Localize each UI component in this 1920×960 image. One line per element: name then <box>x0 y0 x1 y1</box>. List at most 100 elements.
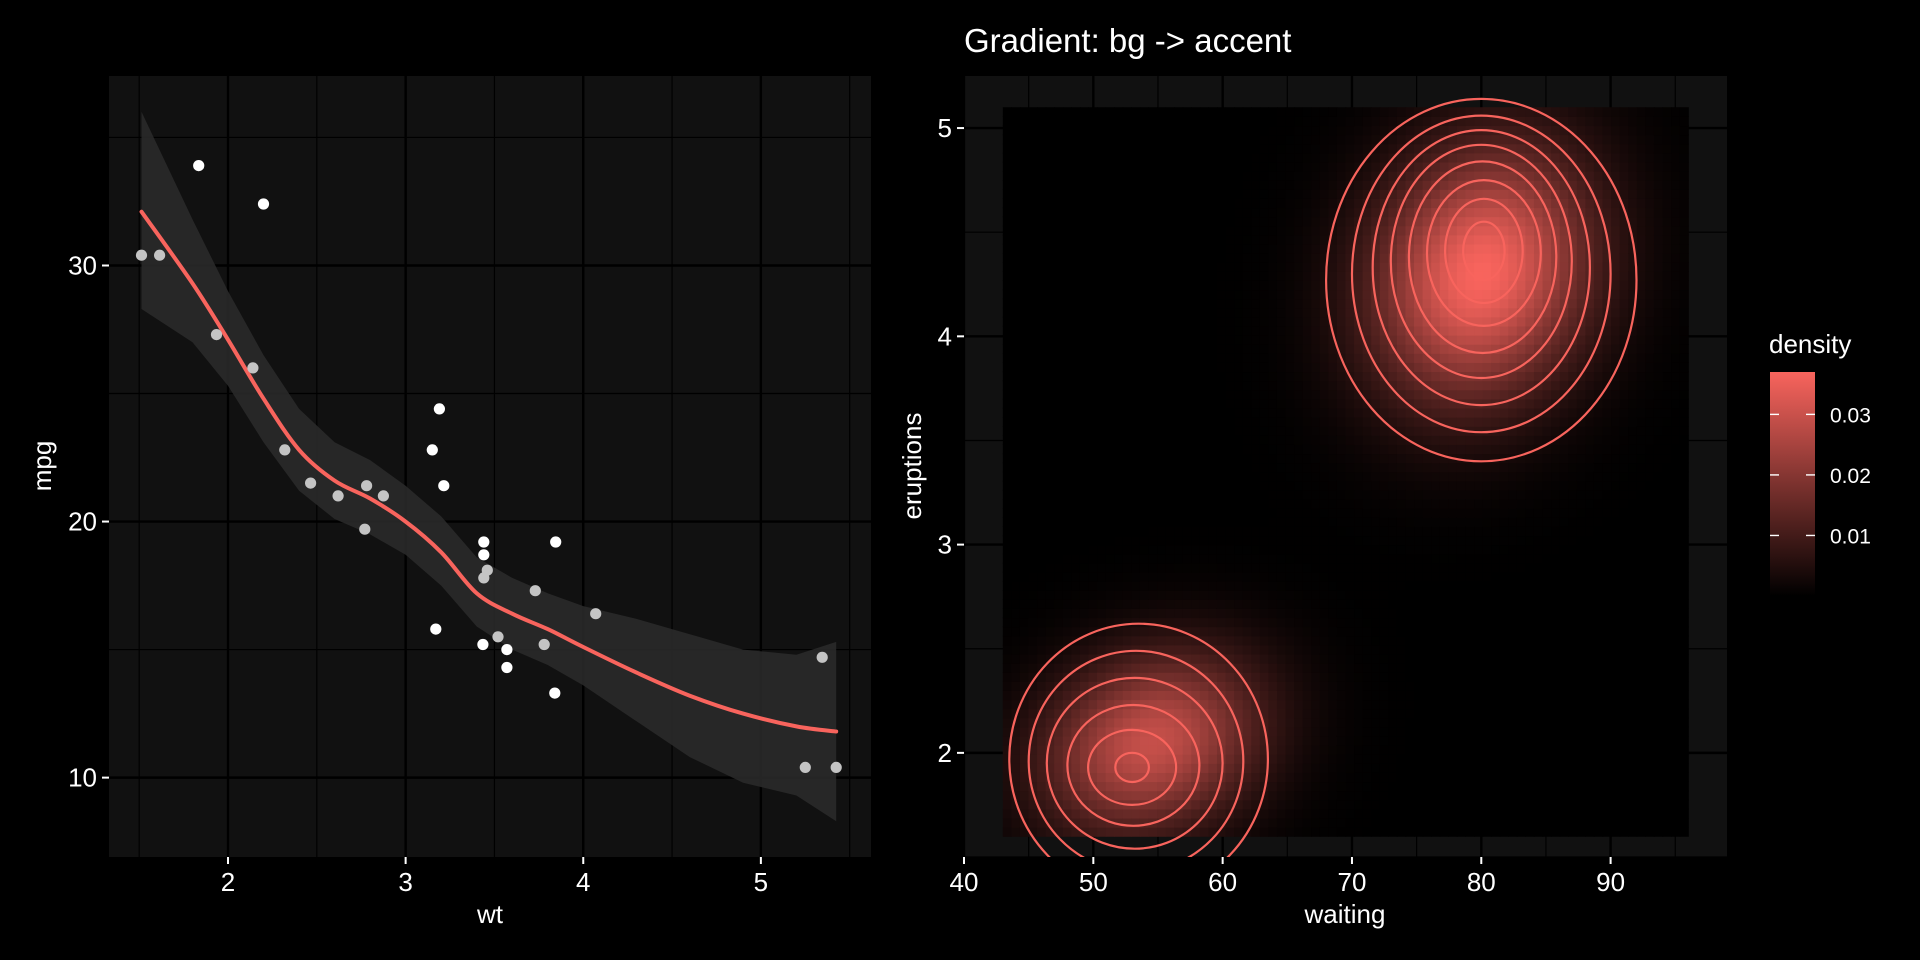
density-tile <box>1071 608 1081 619</box>
density-tile <box>1362 489 1372 500</box>
density-tile <box>1396 617 1407 628</box>
density-tile <box>1491 808 1501 819</box>
density-tile <box>1362 827 1372 837</box>
density-tile <box>1422 599 1432 609</box>
density-tile <box>1259 271 1269 281</box>
density-tile <box>1182 681 1192 691</box>
density-tile <box>1079 316 1090 327</box>
density-tile <box>1276 489 1287 500</box>
density-tile <box>1465 271 1475 281</box>
density-tile <box>1011 626 1021 637</box>
density-tile <box>1174 289 1184 300</box>
density-tile <box>1002 581 1012 591</box>
density-tile <box>1037 790 1047 801</box>
density-tile <box>1216 553 1227 564</box>
density-tile <box>1002 562 1012 573</box>
density-tile <box>1054 207 1064 218</box>
density-tile <box>1448 517 1458 527</box>
density-tile <box>1456 599 1467 609</box>
density-tile <box>1371 644 1381 655</box>
density-tile <box>1011 553 1021 564</box>
density-tile <box>1208 562 1218 573</box>
density-tile <box>1251 171 1261 181</box>
density-tile <box>1037 180 1047 190</box>
density-tile <box>1019 271 1030 281</box>
density-tile <box>1491 207 1501 218</box>
density-tile <box>1054 708 1064 719</box>
density-tile <box>1054 599 1064 609</box>
density-tile <box>1422 398 1432 409</box>
density-tile <box>1465 735 1475 746</box>
density-tile <box>1465 307 1475 318</box>
density-tile <box>1054 590 1064 600</box>
density-tile <box>1276 653 1287 664</box>
density-tile <box>1396 152 1407 163</box>
density-tile <box>1002 189 1012 199</box>
density-tile <box>1251 134 1261 145</box>
density-tile <box>1276 180 1287 190</box>
density-tile <box>1508 389 1518 400</box>
density-tile <box>1122 644 1132 655</box>
density-tile <box>1439 644 1449 655</box>
density-tile <box>1182 426 1192 436</box>
density-tile <box>1208 471 1218 482</box>
density-tile <box>1122 499 1132 509</box>
density-tile <box>1482 699 1492 710</box>
density-tile <box>1499 198 1509 209</box>
density-tile <box>1148 234 1158 245</box>
density-tile <box>1157 125 1167 136</box>
density-tile <box>1422 152 1432 163</box>
density-tile <box>1097 325 1107 336</box>
density-tile <box>1122 726 1132 737</box>
density-tile <box>1508 562 1518 573</box>
density-tile <box>1388 207 1398 218</box>
density-tile <box>1071 398 1081 409</box>
density-tile <box>1148 790 1158 801</box>
density-tile <box>1311 735 1321 746</box>
density-tile <box>1148 316 1158 327</box>
density-tile <box>1242 471 1252 482</box>
density-tile <box>1011 453 1021 464</box>
density-tile <box>1216 380 1227 391</box>
density-tile <box>1508 444 1518 455</box>
density-tile <box>1234 571 1244 582</box>
density-tile <box>1037 243 1047 254</box>
density-tile <box>1139 380 1150 391</box>
density-tile <box>1328 453 1338 464</box>
density-tile <box>1088 754 1098 764</box>
density-tile <box>1482 207 1492 218</box>
density-tile <box>1285 517 1295 527</box>
density-tile <box>1345 608 1355 619</box>
density-tile <box>1071 253 1081 263</box>
density-tile <box>1491 608 1501 619</box>
density-tile <box>1302 417 1312 427</box>
density-tile <box>1165 143 1175 154</box>
density-tile <box>1456 781 1467 792</box>
y-tick-label: 20 <box>68 507 97 537</box>
density-tile <box>1114 799 1124 810</box>
density-tile <box>1011 772 1021 783</box>
density-tile <box>1396 690 1407 701</box>
density-tile <box>1071 535 1081 546</box>
density-tile <box>1225 353 1235 363</box>
density-tile <box>1251 389 1261 400</box>
density-tile <box>1019 581 1030 591</box>
density-tile <box>1319 827 1329 837</box>
density-tile <box>1157 444 1167 455</box>
density-tile <box>1405 635 1415 646</box>
density-tile <box>1054 180 1064 190</box>
density-tile <box>1354 280 1364 291</box>
density-tile <box>1516 316 1527 327</box>
density-tile <box>1131 371 1141 382</box>
density-tile <box>1379 426 1389 436</box>
density-tile <box>1182 107 1192 117</box>
density-tile <box>1114 271 1124 281</box>
density-tile <box>1422 781 1432 792</box>
density-tile <box>1336 681 1347 691</box>
density-tile <box>1482 180 1492 190</box>
density-tile <box>1371 107 1381 117</box>
density-tile <box>1499 708 1509 719</box>
density-tile <box>1259 635 1269 646</box>
density-tile <box>1037 544 1047 555</box>
density-tile <box>1088 161 1098 172</box>
